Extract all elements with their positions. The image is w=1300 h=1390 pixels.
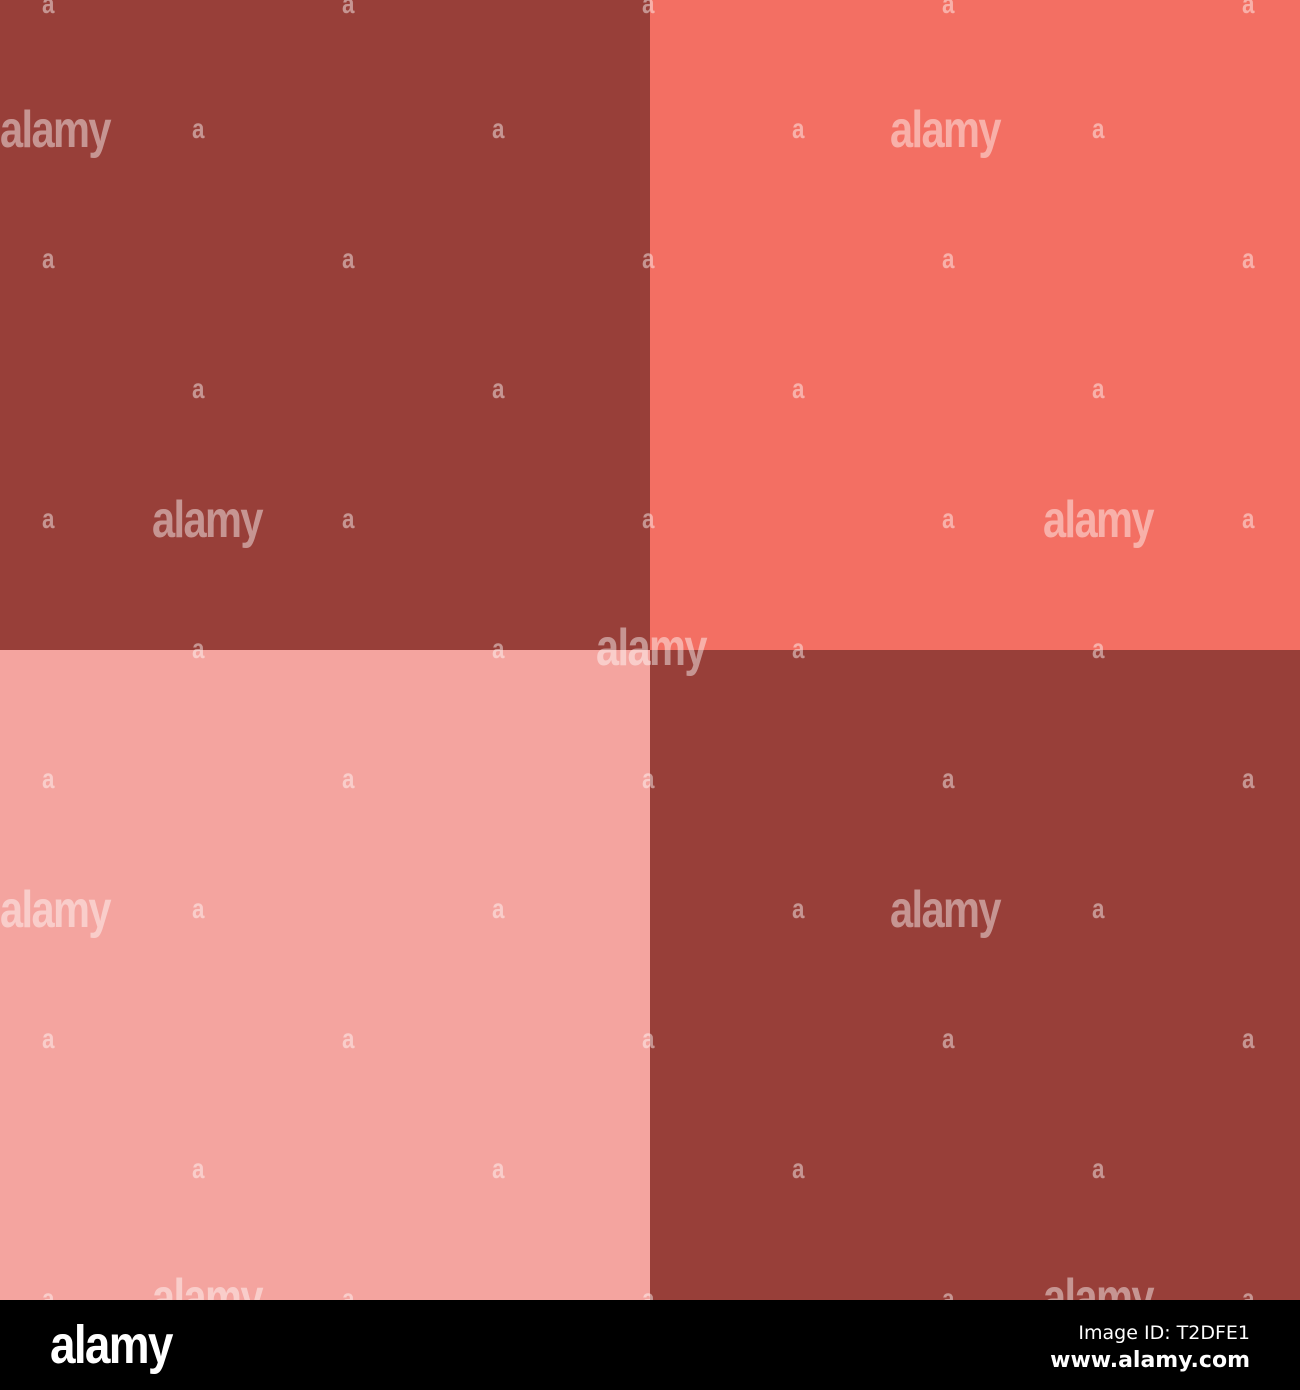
color-tile-bottom-left [0,650,650,1300]
site-url: www.alamy.com [1050,1348,1250,1373]
color-tile-top-right [650,0,1300,650]
color-tile-top-left [0,0,650,650]
alamy-logo: alamy [50,1315,173,1375]
footer-bar: alamy Image ID: T2DFE1 www.alamy.com [0,1300,1300,1390]
image-id: Image ID: T2DFE1 [1078,1322,1250,1344]
color-tile-bottom-right [650,650,1300,1300]
